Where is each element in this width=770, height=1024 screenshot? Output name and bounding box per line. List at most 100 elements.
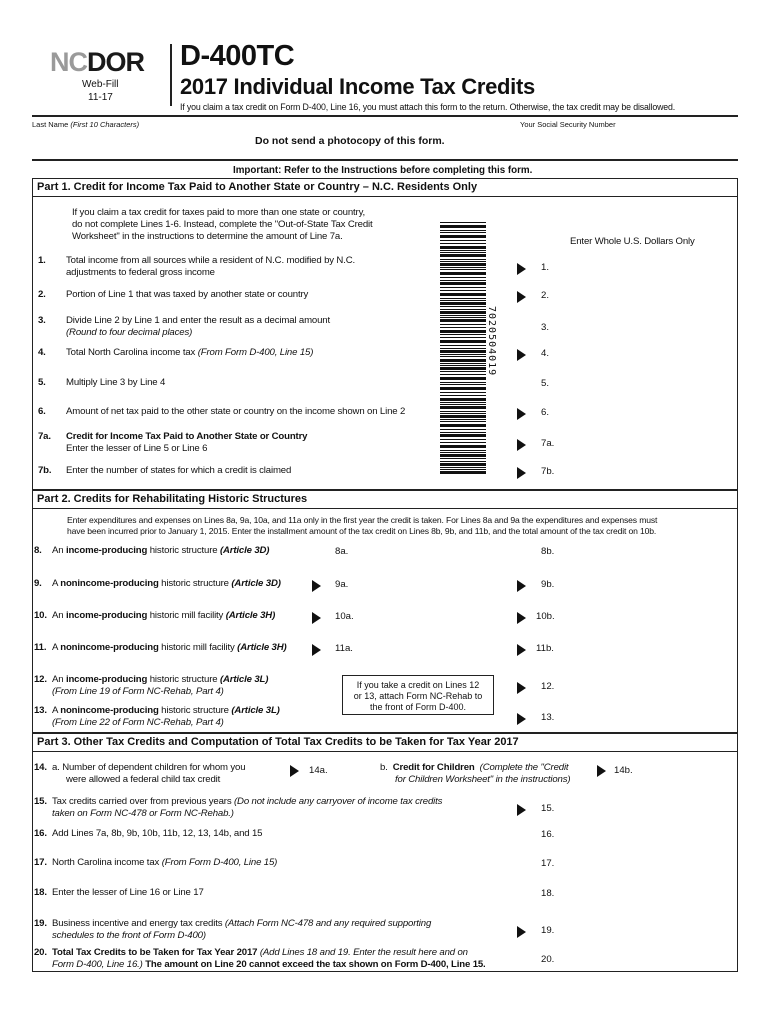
last-name-field[interactable]: Last Name (First 10 Characters) [32,120,139,129]
line-3-number: 3. [38,315,46,326]
text-segment: historic structure [147,674,220,685]
line-20-field[interactable]: 20. [541,954,555,965]
text-segment: historic structure [158,705,232,716]
text-segment: Form D-400, Line 16.) [52,959,146,970]
line-17-number: 17. [34,857,47,868]
text-segment: An [52,674,66,685]
line-4-field[interactable]: 4. [541,348,550,359]
line-12-field[interactable]: 12. [541,681,555,692]
line-3-text: (Round to four decimal places) [66,327,192,339]
text-segment: (Add Lines 18 and 19. Enter the result h… [259,947,468,958]
line-14a-text-1: a. Number of dependent children for whom… [52,762,246,773]
web-fill-label: Web-Fill [82,79,119,90]
line-1-number: 1. [38,255,46,266]
line-14a-text-2: were allowed a federal child tax credit [66,774,221,785]
text-segment: (Article 3D) [219,545,270,556]
logo-nc: NC [50,47,88,77]
line-2-text: Portion of Line 1 that was taxed by anot… [66,289,308,301]
barcode-bar [440,363,486,364]
text-segment: North Carolina income tax [52,857,162,868]
text-segment: taken on Form NC-478 or Form NC-Rehab.) [52,808,234,819]
line-5-field[interactable]: 5. [541,378,550,389]
arrow-icon [312,644,321,656]
line-14a-field[interactable]: 14a. [309,765,328,776]
line-8-number: 8. [34,545,42,556]
line-11a-field[interactable]: 11a. [335,643,353,654]
line-11-text: A nonincome-producing historic mill faci… [52,642,287,654]
part1-title: Part 1. Credit for Income Tax Paid to An… [32,178,738,197]
barcode-bar [440,421,486,422]
line-7a-field[interactable]: 7a. [541,438,555,449]
line-8-field[interactable]: 8b. [541,546,555,557]
line-15-field[interactable]: 15. [541,803,555,814]
line-15-text: taken on Form NC-478 or Form NC-Rehab.) [52,808,234,820]
note-line: or 13, attach Form NC-Rehab to [353,691,483,701]
barcode-bar [440,450,486,451]
line-18-field[interactable]: 18. [541,888,555,899]
barcode-bar [440,243,486,244]
barcode-bar [440,334,486,335]
line-6-field[interactable]: 6. [541,407,550,418]
line-9-field[interactable]: 9b. [541,579,555,590]
line-7a-text: Credit for Income Tax Paid to Another St… [66,431,308,443]
line-1-field[interactable]: 1. [541,262,550,273]
text-segment: Total North Carolina income tax [66,347,198,358]
line-7b-field[interactable]: 7b. [541,466,555,477]
line-14-number: 14. [34,762,47,773]
barcode-bar [440,365,486,366]
arrow-icon [517,713,526,725]
barcode-bar [440,306,486,307]
barcode-bar [440,324,486,325]
line-19-field[interactable]: 19. [541,925,555,936]
line-6-number: 6. [38,406,46,417]
line-2-field[interactable]: 2. [541,290,550,301]
barcode-bar [440,267,486,268]
barcode-bar [440,261,486,262]
line-13-field[interactable]: 13. [541,712,555,723]
text-segment: nonincome-producing [60,578,159,589]
barcode-bar [440,252,486,253]
important-notice: Important: Refer to the Instructions bef… [233,165,533,176]
part1-intro-1: If you claim a tax credit for taxes paid… [72,207,366,218]
line-19-text: Business incentive and energy tax credit… [52,918,431,930]
barcode-bar [440,467,486,468]
line-14b-field[interactable]: 14b. [614,765,633,776]
barcode-bar [440,298,486,299]
line-10a-field[interactable]: 10a. [335,611,354,622]
text-segment: Amount of net tax paid to the other stat… [66,406,406,417]
barcode-bar [440,356,486,357]
text-segment: (Article 3L) [231,705,280,716]
text-segment: income-producing [65,674,148,685]
barcode-bar [440,402,486,403]
barcode-bar [440,272,486,275]
line-12-text: An income-producing historic structure (… [52,674,268,686]
text-segment: historic mill facility [158,642,238,653]
barcode-bar [440,404,486,405]
text-segment: (Article 3D) [231,578,281,589]
text-segment: Enter the lesser of Line 16 or Line 17 [52,887,204,898]
barcode-bar [440,454,486,457]
barcode-bar [440,277,486,278]
line-11-field[interactable]: 11b. [536,643,554,654]
text-segment: Multiply Line 3 by Line 4 [66,377,166,388]
line-10-field[interactable]: 10b. [536,611,555,622]
line-20-text: Total Tax Credits to be Taken for Tax Ye… [52,947,468,959]
barcode-number: 7020504019 [486,306,497,377]
line-14b-title: Credit for Children [392,762,475,773]
barcode-bar [440,406,486,409]
line-15-text: Tax credits carried over from previous y… [52,796,442,808]
barcode-bar [440,230,486,231]
line-9a-field[interactable]: 9a. [335,579,349,590]
barcode-bar [440,345,486,346]
ssn-field-label[interactable]: Your Social Security Number [520,120,616,129]
line-16-field[interactable]: 16. [541,829,555,840]
text-segment: A [52,642,61,653]
text-segment: (From Form D-400, Line 15) [161,857,278,868]
line-5-text: Multiply Line 3 by Line 4 [66,377,165,389]
line-8a-field[interactable]: 8a. [335,546,349,557]
barcode-bar [440,367,486,370]
line-3-field[interactable]: 3. [541,322,550,333]
part1-intro-2: do not complete Lines 1-6. Instead, comp… [72,219,373,230]
line-17-field[interactable]: 17. [541,858,555,869]
barcode-bar [440,471,486,474]
